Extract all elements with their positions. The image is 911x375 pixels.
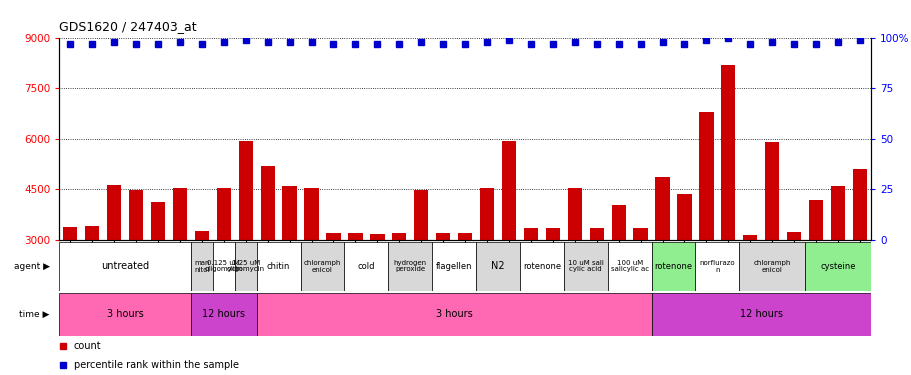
Bar: [479, 188, 494, 240]
Bar: [348, 232, 363, 240]
Text: chitin: chitin: [267, 262, 290, 271]
Text: 12 hours: 12 hours: [202, 309, 245, 319]
Bar: [633, 228, 647, 240]
Bar: [611, 205, 625, 240]
Bar: [261, 166, 274, 240]
Bar: [804, 242, 870, 291]
Bar: [545, 228, 559, 240]
Text: 12 hours: 12 hours: [739, 309, 782, 319]
Text: count: count: [74, 341, 101, 351]
Bar: [150, 202, 165, 240]
Bar: [326, 232, 340, 240]
Bar: [234, 242, 256, 291]
Bar: [721, 64, 734, 240]
Bar: [852, 169, 866, 240]
Bar: [523, 228, 537, 240]
Text: cysteine: cysteine: [819, 262, 855, 271]
Text: norflurazo
n: norflurazo n: [699, 260, 734, 273]
Bar: [195, 231, 209, 240]
Text: rotenone: rotenone: [654, 262, 691, 271]
Bar: [435, 232, 450, 240]
Bar: [212, 242, 234, 291]
Bar: [655, 177, 669, 240]
Text: 100 uM
salicylic ac: 100 uM salicylic ac: [610, 260, 648, 273]
Bar: [501, 141, 516, 240]
Bar: [190, 292, 256, 336]
Text: percentile rank within the sample: percentile rank within the sample: [74, 360, 239, 369]
Text: 1.25 uM
oligomycin: 1.25 uM oligomycin: [227, 260, 264, 273]
Bar: [607, 242, 650, 291]
Text: 3 hours: 3 hours: [107, 309, 143, 319]
Bar: [128, 190, 143, 240]
Bar: [650, 292, 870, 336]
Bar: [764, 142, 779, 240]
Bar: [392, 232, 406, 240]
Bar: [567, 188, 581, 240]
Bar: [63, 227, 77, 240]
Bar: [650, 242, 695, 291]
Bar: [786, 231, 801, 240]
Bar: [85, 226, 99, 240]
Bar: [59, 292, 190, 336]
Bar: [563, 242, 607, 291]
Bar: [301, 242, 344, 291]
Text: agent ▶: agent ▶: [14, 262, 49, 271]
Bar: [388, 242, 432, 291]
Bar: [256, 292, 650, 336]
Text: 0.125 uM
oligomycin: 0.125 uM oligomycin: [205, 260, 242, 273]
Bar: [256, 242, 301, 291]
Text: time ▶: time ▶: [19, 310, 49, 319]
Bar: [830, 186, 844, 240]
Bar: [107, 185, 121, 240]
Bar: [432, 242, 476, 291]
Bar: [172, 188, 187, 240]
Bar: [695, 242, 739, 291]
Bar: [699, 112, 712, 240]
Bar: [344, 242, 388, 291]
Text: rotenone: rotenone: [522, 262, 560, 271]
Bar: [739, 242, 804, 291]
Text: chloramph
enicol: chloramph enicol: [752, 260, 790, 273]
Bar: [217, 188, 230, 240]
Bar: [476, 242, 519, 291]
Bar: [742, 235, 757, 240]
Text: 3 hours: 3 hours: [435, 309, 472, 319]
Bar: [414, 190, 428, 240]
Bar: [239, 141, 252, 240]
Bar: [190, 242, 212, 291]
Bar: [457, 232, 472, 240]
Text: untreated: untreated: [101, 261, 149, 271]
Bar: [519, 242, 563, 291]
Text: chloramph
enicol: chloramph enicol: [303, 260, 341, 273]
Text: hydrogen
peroxide: hydrogen peroxide: [394, 260, 426, 273]
Text: 10 uM sali
cylic acid: 10 uM sali cylic acid: [568, 260, 603, 273]
Text: man
nitol: man nitol: [194, 260, 210, 273]
Text: cold: cold: [357, 262, 374, 271]
Bar: [677, 194, 691, 240]
Bar: [304, 188, 318, 240]
Bar: [808, 200, 823, 240]
Bar: [282, 186, 296, 240]
Text: GDS1620 / 247403_at: GDS1620 / 247403_at: [59, 21, 197, 33]
Text: N2: N2: [491, 261, 505, 271]
Text: flagellen: flagellen: [435, 262, 472, 271]
Bar: [370, 234, 384, 240]
Bar: [59, 242, 190, 291]
Bar: [589, 228, 603, 240]
